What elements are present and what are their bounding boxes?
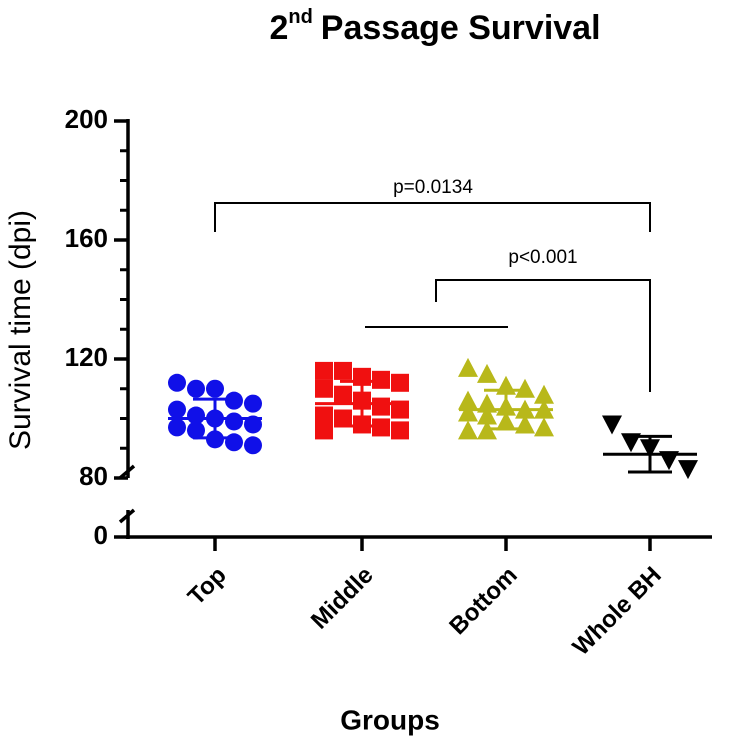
axis-break: [118, 464, 136, 480]
x-tick-label: Whole BH: [568, 562, 667, 661]
x-tick-label: Top: [183, 562, 232, 611]
point: [458, 420, 478, 440]
point: [458, 357, 478, 377]
point: [187, 379, 205, 398]
point: [334, 385, 352, 404]
p-value: p<0.001: [508, 247, 577, 268]
point: [206, 379, 224, 398]
point: [244, 436, 262, 455]
point: [168, 400, 186, 419]
x-tick-label: Middle: [306, 562, 379, 635]
point: [678, 460, 698, 480]
point: [315, 361, 333, 380]
point: [315, 406, 333, 425]
y-axis-label: Survival time (dpi): [4, 210, 37, 450]
x-tick-label: Bottom: [444, 562, 522, 640]
y-tick-label: 80: [79, 461, 108, 491]
point: [477, 393, 497, 413]
point: [168, 418, 186, 437]
point: [225, 433, 243, 452]
bracket: [214, 202, 651, 232]
point: [458, 402, 478, 422]
point: [659, 451, 679, 471]
point: [225, 412, 243, 431]
point: [168, 373, 186, 392]
point: [372, 397, 390, 416]
y-tick-label: 120: [65, 342, 108, 372]
point: [515, 378, 535, 398]
chart-title: 2nd Passage Survival: [269, 6, 600, 47]
axis-break: [118, 508, 136, 524]
point: [187, 421, 205, 440]
x-axis-label: Groups: [340, 704, 440, 735]
point: [602, 415, 622, 435]
y-tick-label: 0: [94, 520, 108, 550]
bracket: [435, 279, 651, 392]
point: [187, 406, 205, 425]
point: [244, 394, 262, 413]
p-value: p=0.0134: [393, 177, 473, 198]
point: [534, 417, 554, 437]
point: [477, 363, 497, 383]
point: [534, 384, 554, 404]
title-superscript: nd: [288, 6, 312, 28]
y-tick-label: 200: [65, 104, 108, 134]
point: [391, 373, 409, 392]
title-number: 2: [269, 9, 288, 47]
point: [458, 390, 478, 410]
title-text: Passage Survival: [321, 9, 601, 47]
significance-brackets: [214, 202, 651, 392]
point: [315, 379, 333, 398]
point: [315, 421, 333, 440]
point: [477, 405, 497, 425]
y-tick-label: 160: [65, 223, 108, 253]
point: [391, 421, 409, 440]
point: [334, 361, 352, 380]
point: [621, 433, 641, 453]
point: [334, 409, 352, 428]
